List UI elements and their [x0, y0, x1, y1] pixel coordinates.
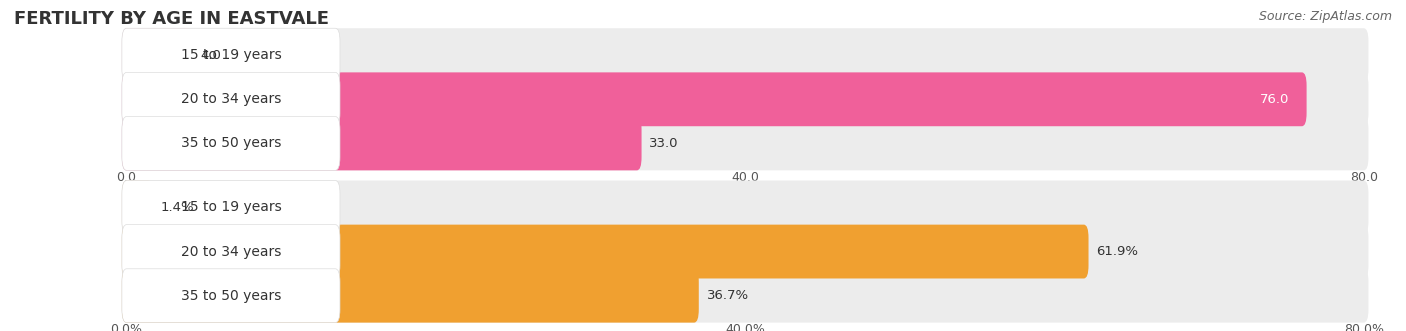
Text: 35 to 50 years: 35 to 50 years [181, 289, 281, 303]
FancyBboxPatch shape [122, 225, 1368, 278]
Text: FERTILITY BY AGE IN EASTVALE: FERTILITY BY AGE IN EASTVALE [14, 10, 329, 28]
Text: 20 to 34 years: 20 to 34 years [181, 245, 281, 259]
FancyBboxPatch shape [122, 269, 699, 323]
Text: 20 to 34 years: 20 to 34 years [181, 92, 281, 106]
Text: 15 to 19 years: 15 to 19 years [180, 201, 281, 214]
FancyBboxPatch shape [122, 72, 340, 126]
FancyBboxPatch shape [122, 269, 1368, 323]
Text: Source: ZipAtlas.com: Source: ZipAtlas.com [1258, 10, 1392, 23]
FancyBboxPatch shape [122, 117, 641, 170]
Text: 36.7%: 36.7% [707, 289, 748, 302]
FancyBboxPatch shape [122, 225, 340, 278]
Text: 61.9%: 61.9% [1097, 245, 1139, 258]
FancyBboxPatch shape [122, 28, 340, 82]
FancyBboxPatch shape [122, 28, 1368, 82]
FancyBboxPatch shape [122, 269, 340, 323]
FancyBboxPatch shape [122, 180, 1368, 234]
Text: 33.0: 33.0 [650, 137, 679, 150]
FancyBboxPatch shape [122, 117, 1368, 170]
Text: 35 to 50 years: 35 to 50 years [181, 136, 281, 150]
FancyBboxPatch shape [122, 72, 1368, 126]
Text: 76.0: 76.0 [1260, 93, 1289, 106]
FancyBboxPatch shape [122, 28, 193, 82]
Text: 1.4%: 1.4% [160, 201, 194, 214]
FancyBboxPatch shape [122, 117, 340, 170]
Text: 15 to 19 years: 15 to 19 years [180, 48, 281, 62]
FancyBboxPatch shape [122, 180, 153, 234]
FancyBboxPatch shape [122, 72, 1306, 126]
FancyBboxPatch shape [122, 180, 340, 234]
Text: 4.0: 4.0 [201, 49, 222, 62]
FancyBboxPatch shape [122, 225, 1088, 278]
